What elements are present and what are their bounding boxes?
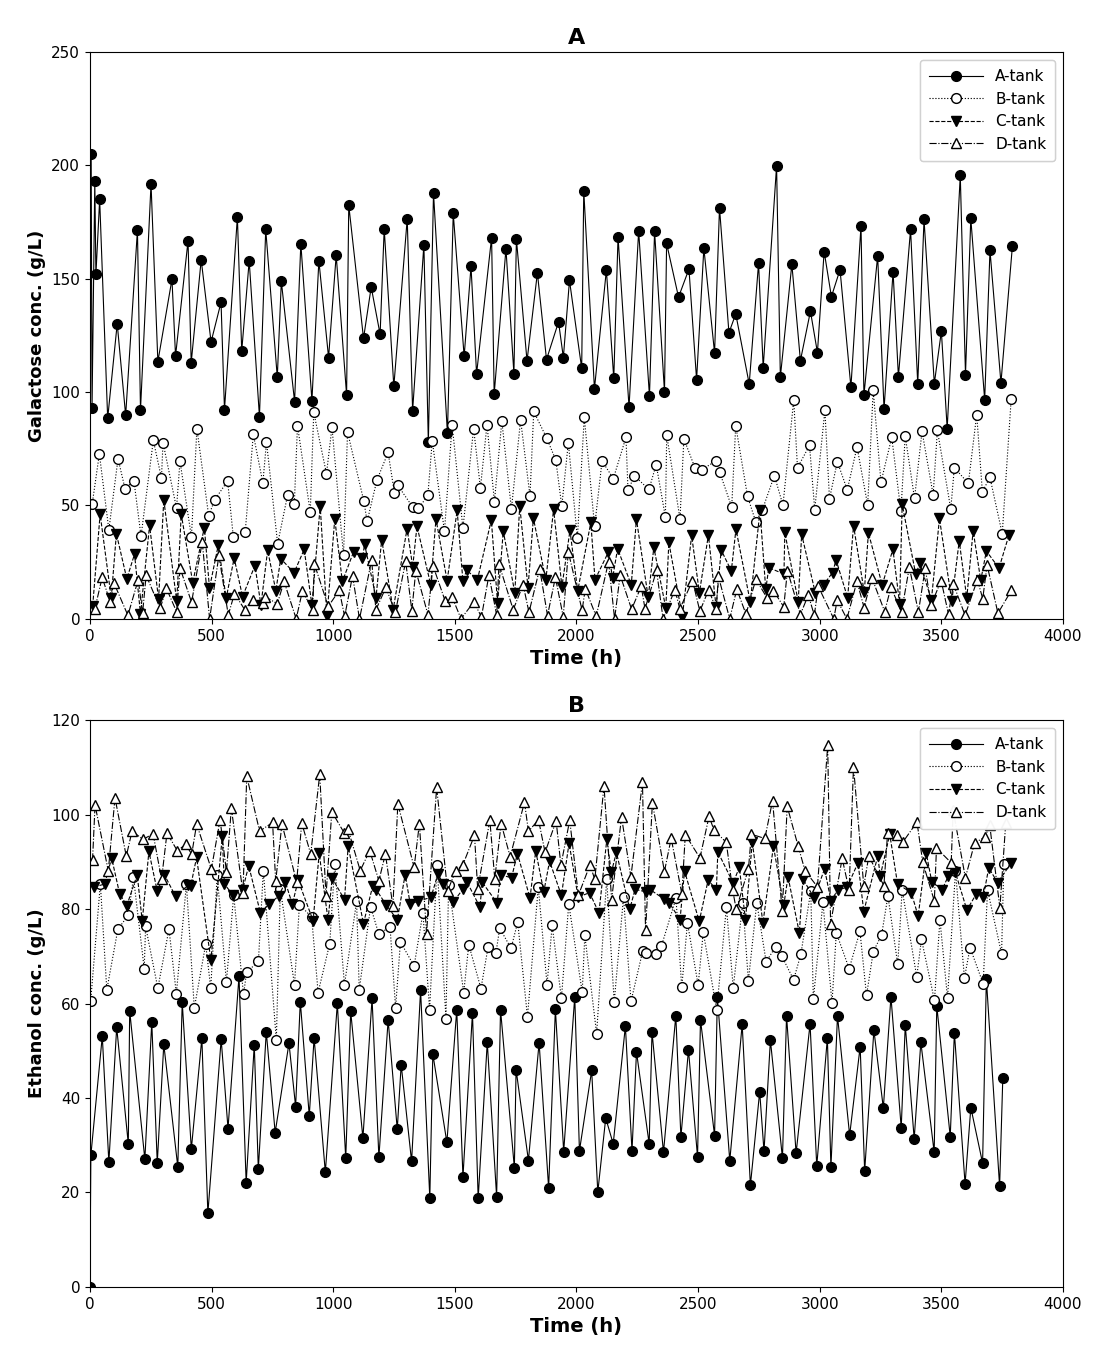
A-tank bbox=[976, 1155, 989, 1172]
A-tank bbox=[774, 368, 787, 385]
C-tank bbox=[1005, 855, 1018, 872]
D-tank bbox=[420, 925, 433, 941]
A-tank bbox=[84, 146, 98, 162]
Line: A-tank: A-tank bbox=[85, 971, 1008, 1292]
A-tank bbox=[319, 1165, 332, 1181]
D-tank bbox=[749, 572, 763, 588]
D-tank bbox=[88, 600, 101, 617]
Line: C-tank: C-tank bbox=[89, 829, 1016, 966]
A-tank bbox=[509, 1061, 523, 1078]
B-tank bbox=[750, 895, 764, 911]
D-tank bbox=[999, 814, 1012, 831]
Title: A: A bbox=[568, 27, 585, 48]
C-tank bbox=[991, 874, 1005, 891]
B-tank bbox=[961, 475, 975, 491]
D-tank bbox=[548, 569, 562, 585]
B-tank bbox=[361, 513, 374, 529]
C-tank bbox=[204, 952, 218, 968]
B-tank bbox=[740, 488, 754, 505]
A-tank bbox=[422, 434, 435, 450]
X-axis label: Time (h): Time (h) bbox=[531, 1318, 623, 1337]
B-tank bbox=[545, 918, 558, 934]
C-tank bbox=[1002, 527, 1016, 543]
Y-axis label: Galactose conc. (g/L): Galactose conc. (g/L) bbox=[28, 229, 46, 442]
C-tank bbox=[739, 911, 753, 928]
C-tank bbox=[88, 878, 101, 895]
A-tank bbox=[232, 968, 245, 985]
D-tank bbox=[991, 606, 1005, 622]
C-tank bbox=[357, 536, 371, 552]
C-tank bbox=[158, 491, 171, 507]
B-tank bbox=[1005, 391, 1018, 408]
D-tank bbox=[958, 607, 971, 623]
C-tank bbox=[366, 878, 380, 895]
D-tank bbox=[203, 611, 216, 627]
B-tank bbox=[541, 430, 554, 446]
Title: B: B bbox=[568, 696, 585, 716]
B-tank bbox=[84, 993, 98, 1009]
D-tank bbox=[195, 533, 209, 550]
A-tank bbox=[1006, 239, 1019, 255]
C-tank bbox=[513, 498, 526, 514]
B-tank bbox=[514, 412, 527, 428]
Line: A-tank: A-tank bbox=[87, 149, 1017, 447]
B-tank bbox=[958, 970, 971, 986]
Line: C-tank: C-tank bbox=[88, 495, 1013, 622]
X-axis label: Time (h): Time (h) bbox=[531, 649, 623, 668]
D-tank bbox=[523, 604, 536, 621]
Line: B-tank: B-tank bbox=[88, 386, 1016, 561]
D-tank bbox=[85, 852, 99, 869]
C-tank bbox=[992, 561, 1006, 577]
B-tank bbox=[270, 1033, 283, 1049]
A-tank bbox=[940, 420, 953, 436]
B-tank bbox=[867, 382, 880, 398]
C-tank bbox=[960, 902, 973, 918]
C-tank bbox=[537, 884, 551, 900]
B-tank bbox=[336, 547, 350, 563]
D-tank bbox=[741, 861, 755, 877]
B-tank bbox=[85, 496, 99, 513]
A-tank bbox=[364, 278, 377, 295]
Line: D-tank: D-tank bbox=[90, 537, 1017, 623]
C-tank bbox=[539, 572, 553, 588]
A-tank bbox=[93, 191, 107, 207]
A-tank bbox=[426, 1046, 440, 1063]
D-tank bbox=[538, 844, 552, 861]
A-tank bbox=[855, 218, 868, 235]
B-tank bbox=[997, 857, 1010, 873]
Line: B-tank: B-tank bbox=[85, 859, 1009, 1045]
B-tank bbox=[996, 525, 1009, 542]
C-tank bbox=[511, 846, 524, 862]
A-tank bbox=[996, 1069, 1009, 1086]
C-tank bbox=[676, 608, 689, 625]
A-tank bbox=[625, 1143, 638, 1159]
B-tank bbox=[521, 1008, 534, 1024]
Y-axis label: Ethanol conc. (g/L): Ethanol conc. (g/L) bbox=[28, 908, 46, 1098]
Legend: A-tank, B-tank, C-tank, D-tank: A-tank, B-tank, C-tank, D-tank bbox=[920, 728, 1056, 829]
D-tank bbox=[370, 602, 383, 618]
Legend: A-tank, B-tank, C-tank, D-tank: A-tank, B-tank, C-tank, D-tank bbox=[920, 60, 1056, 161]
D-tank bbox=[993, 900, 1007, 917]
A-tank bbox=[83, 1279, 97, 1296]
D-tank bbox=[518, 794, 532, 810]
A-tank bbox=[294, 993, 307, 1009]
A-tank bbox=[89, 266, 102, 282]
D-tank bbox=[354, 862, 367, 878]
D-tank bbox=[959, 870, 972, 887]
D-tank bbox=[821, 737, 835, 753]
B-tank bbox=[372, 926, 385, 943]
C-tank bbox=[960, 589, 973, 606]
Line: D-tank: D-tank bbox=[88, 741, 1010, 938]
D-tank bbox=[1005, 582, 1018, 599]
C-tank bbox=[884, 827, 897, 843]
B-tank bbox=[995, 945, 1008, 962]
C-tank bbox=[754, 502, 767, 518]
C-tank bbox=[87, 597, 100, 614]
B-tank bbox=[329, 857, 342, 873]
